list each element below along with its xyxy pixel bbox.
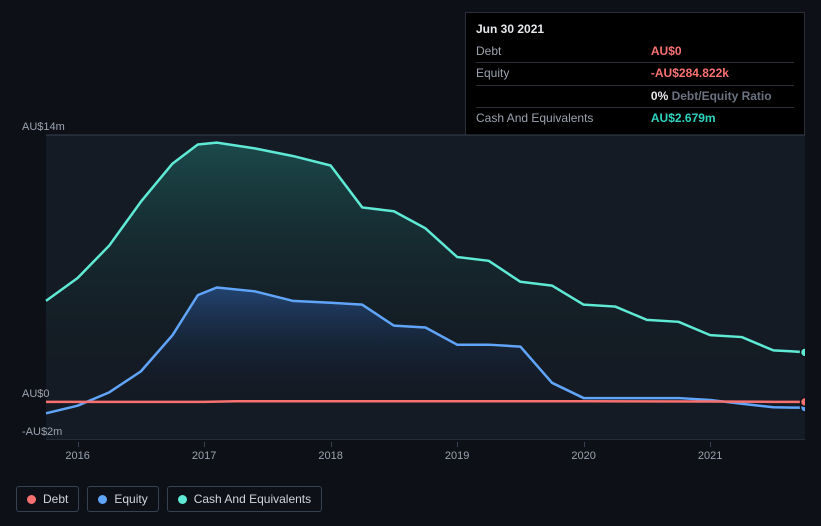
tooltip-row: 0% Debt/Equity Ratio [476, 85, 794, 108]
tooltip-row-value: AU$0 [651, 41, 794, 63]
legend-item[interactable]: Debt [16, 486, 79, 512]
tooltip-row-label: Debt [476, 41, 651, 63]
series-end-marker [801, 348, 806, 357]
legend: Debt Equity Cash And Equivalents [16, 486, 322, 512]
x-tick-mark [331, 442, 332, 447]
x-tick-mark [584, 442, 585, 447]
plot-area[interactable] [16, 120, 805, 440]
x-tick-mark [204, 442, 205, 447]
legend-label: Equity [114, 492, 147, 506]
tooltip-row: Equity-AU$284.822k [476, 63, 794, 86]
legend-swatch [178, 495, 187, 504]
tooltip-row-value: 0% Debt/Equity Ratio [651, 85, 794, 108]
tooltip-row-label: Equity [476, 63, 651, 86]
chart-tooltip: Jun 30 2021 DebtAU$0Equity-AU$284.822k0%… [465, 12, 805, 137]
y-axis-label: AU$14m [22, 121, 65, 133]
x-tick-mark [710, 442, 711, 447]
series-end-marker [801, 397, 806, 406]
legend-item[interactable]: Cash And Equivalents [167, 486, 322, 512]
x-tick-mark [78, 442, 79, 447]
x-axis-label: 2017 [192, 450, 216, 462]
chart-container: Jun 30 2021 DebtAU$0Equity-AU$284.822k0%… [0, 0, 821, 526]
x-tick-mark [457, 442, 458, 447]
series-line [46, 401, 805, 402]
x-axis-label: 2016 [65, 450, 89, 462]
tooltip-row-label [476, 85, 651, 108]
legend-label: Cash And Equivalents [194, 492, 311, 506]
legend-swatch [27, 495, 36, 504]
tooltip-table: DebtAU$0Equity-AU$284.822k0% Debt/Equity… [476, 41, 794, 130]
chart-svg [16, 120, 805, 440]
legend-label: Debt [43, 492, 68, 506]
x-axis-label: 2019 [445, 450, 469, 462]
y-axis-label: AU$0 [22, 388, 50, 400]
legend-item[interactable]: Equity [87, 486, 158, 512]
tooltip-date: Jun 30 2021 [476, 19, 794, 41]
x-axis-label: 2020 [571, 450, 595, 462]
x-axis-label: 2021 [698, 450, 722, 462]
x-axis-label: 2018 [318, 450, 342, 462]
tooltip-row: DebtAU$0 [476, 41, 794, 63]
legend-swatch [98, 495, 107, 504]
tooltip-row-value: -AU$284.822k [651, 63, 794, 86]
y-axis-label: -AU$2m [22, 426, 62, 438]
